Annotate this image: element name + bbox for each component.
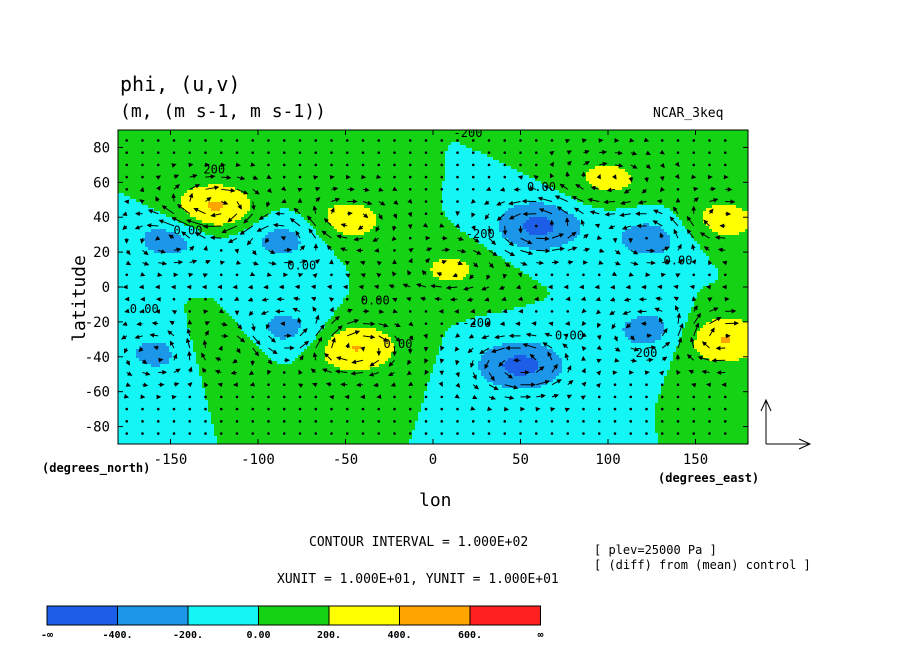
y-axis-label: latitude [69, 255, 90, 342]
colorbar-label: 600. [458, 630, 482, 641]
y-tick-label: 80 [93, 140, 110, 156]
diff-label: [ (diff) from (mean) control ] [594, 558, 811, 572]
contour-label: 200 [636, 346, 658, 360]
contour-label: -200 [466, 227, 495, 241]
y-tick-label: 0 [102, 280, 110, 296]
contour-label: -200 [462, 316, 491, 330]
contour-interval: CONTOUR INTERVAL = 1.000E+02 [309, 535, 528, 550]
contour-label: 0.00 [384, 337, 413, 351]
x-tick-label: 150 [683, 452, 708, 468]
x-tick-label: -150 [154, 452, 188, 468]
contour-label: 0.00 [527, 180, 556, 194]
contour-label: 0.00 [174, 224, 203, 238]
x-tick-label: 50 [512, 452, 529, 468]
colorbar-label: 0.00 [246, 630, 270, 641]
contour-label: 0.00 [664, 253, 693, 267]
x-axis-label: lon [419, 490, 452, 511]
y-tick-label: -60 [85, 385, 110, 401]
contour-label: 0.00 [130, 302, 159, 316]
colorbar-swatch [329, 606, 400, 625]
y-tick-label: 60 [93, 175, 110, 191]
colorbar-swatch [47, 606, 118, 625]
colorbar-swatch [188, 606, 259, 625]
colorbar-label: ∞ [537, 630, 543, 641]
x-unit-label: (degrees_east) [658, 471, 759, 485]
y-tick-label: 40 [93, 210, 110, 226]
colorbar-label: -200. [173, 630, 203, 641]
contour-label: 0.00 [287, 259, 316, 273]
colorbar-label: 200. [317, 630, 341, 641]
y-tick-label: -40 [85, 350, 110, 366]
y-tick-label: -80 [85, 420, 110, 436]
colorbar-label: -400. [102, 630, 132, 641]
x-tick-label: 0 [429, 452, 437, 468]
xy-units: XUNIT = 1.000E+01, YUNIT = 1.000E+01 [277, 572, 559, 587]
plev-label: [ plev=25000 Pa ] [594, 543, 717, 557]
colorbar-swatch [259, 606, 330, 625]
colorbar-swatch [470, 606, 541, 625]
x-tick-label: -100 [241, 452, 275, 468]
x-tick-label: 100 [595, 452, 620, 468]
contour-label: 0.00 [555, 328, 584, 342]
contour-label: -200 [454, 126, 483, 140]
colorbar-label: 400. [387, 630, 411, 641]
reference-vector [761, 400, 810, 449]
colorbar-swatch [118, 606, 189, 625]
contour-label: 200 [203, 163, 225, 177]
x-tick-label: -50 [333, 452, 358, 468]
y-unit-label: (degrees_north) [42, 461, 150, 475]
colorbar-swatch [400, 606, 471, 625]
y-tick-label: 20 [93, 245, 110, 261]
colorbar-label: -∞ [41, 630, 53, 641]
contour-label: 0.00 [361, 293, 390, 307]
